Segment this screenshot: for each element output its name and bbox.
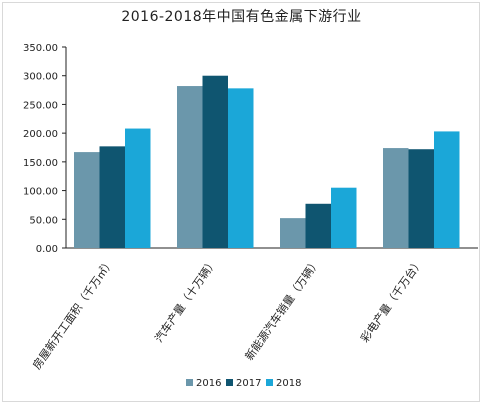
legend: 2016 2017 2018 (186, 378, 301, 389)
category-labels: 房屋新开工面积（千万㎡） 汽车产量（十万辆） 新能源汽车销量（万辆） 彩电产量（千万台… (30, 256, 426, 372)
bar-2018-3 (434, 131, 460, 248)
bar-2016-2 (280, 218, 306, 248)
y-tick-label: 250.00 (23, 100, 58, 111)
category-label-2: 新能源汽车销量（万辆） (242, 256, 323, 363)
legend-label-2017: 2017 (236, 378, 261, 389)
bar-2017-3 (408, 149, 434, 248)
category-label-1: 汽车产量（十万辆） (151, 256, 219, 345)
y-tick-label: 0.00 (36, 244, 58, 255)
category-label-3: 彩电产量（千万台） (357, 256, 425, 345)
y-tick-label: 350.00 (23, 43, 58, 54)
y-tick-label: 50.00 (29, 215, 58, 226)
bar-2016-1 (177, 86, 203, 249)
bar-2017-1 (202, 75, 228, 248)
legend-swatch-2018 (266, 379, 273, 386)
bar-2017-0 (99, 146, 125, 248)
bars (74, 75, 460, 249)
bar-2016-3 (383, 148, 409, 248)
y-tick-label: 200.00 (23, 129, 58, 140)
bar-2016-0 (74, 152, 100, 248)
bar-2018-0 (125, 128, 151, 248)
legend-label-2016: 2016 (196, 378, 221, 389)
bar-2018-2 (331, 187, 357, 248)
category-label-0: 房屋新开工面积（千万㎡） (30, 256, 117, 372)
y-tick-label: 100.00 (23, 187, 58, 198)
bar-2018-1 (228, 88, 254, 248)
legend-label-2018: 2018 (276, 378, 301, 389)
legend-swatch-2017 (226, 379, 233, 386)
bar-2017-2 (305, 203, 331, 248)
y-tick-label: 150.00 (23, 158, 58, 169)
chart-title: 2016-2018年中国有色金属下游行业 (121, 9, 362, 25)
legend-swatch-2016 (186, 379, 193, 386)
y-tick-label: 300.00 (23, 72, 58, 83)
